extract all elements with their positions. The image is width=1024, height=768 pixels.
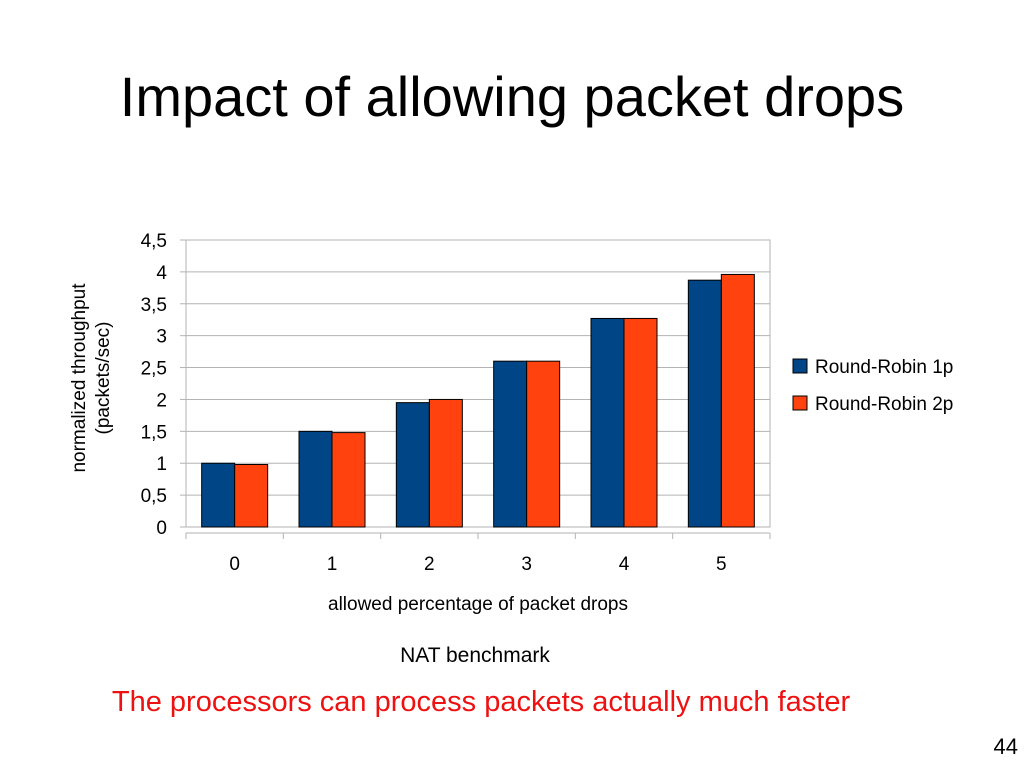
- y-tick-label: 1,5: [141, 422, 167, 443]
- y-axis-title-line: normalized throughput: [69, 283, 90, 473]
- y-tick-label: 2: [156, 390, 167, 411]
- bar-2-3: [526, 360, 561, 528]
- bar-1-4: [590, 317, 625, 528]
- plot-area-border: [185, 239, 771, 528]
- bar-1-0: [201, 462, 236, 528]
- y-tick-label: 0: [156, 518, 167, 539]
- legend-label: Round-Robin 2p: [815, 394, 953, 415]
- y-tick-label: 1: [156, 454, 167, 475]
- bar-2-4: [623, 317, 658, 528]
- x-tick-label: 0: [229, 554, 240, 575]
- y-tick-label: 0,5: [141, 486, 167, 507]
- legend-swatch: [792, 395, 808, 411]
- bar-1-3: [493, 360, 528, 528]
- bar-2-2: [428, 398, 463, 528]
- slide-note: The processors can process packets actua…: [111, 686, 851, 718]
- y-tick-label: 4,5: [141, 231, 167, 252]
- y-axis-title: normalized throughput (packets/sec): [69, 283, 114, 473]
- x-axis-title: allowed percentage of packet drops: [328, 594, 628, 615]
- axes: 0 0,5 1 1,5 2 2,5 3 3,5 4 4,5 0 1 2 3 4 5 allowed percen…: [69, 231, 771, 615]
- bar-1-5: [687, 279, 722, 528]
- y-axis-title-line: (packets/sec): [93, 322, 114, 435]
- x-tick-label: 3: [521, 554, 532, 575]
- bar-1-2: [395, 402, 430, 528]
- x-tick-label: 4: [619, 554, 630, 575]
- bar-2-0: [234, 463, 269, 528]
- gridlines: [185, 239, 771, 528]
- bar-1-1: [298, 430, 333, 528]
- bars: [201, 273, 755, 528]
- legend: Round-Robin 1p Round-Robin 2p: [792, 357, 953, 415]
- legend-swatch: [792, 358, 808, 374]
- y-tick-label: 3: [156, 327, 167, 348]
- legend-label: Round-Robin 1p: [815, 357, 953, 378]
- y-tick-label: 2,5: [141, 359, 167, 380]
- x-tick-label: 1: [327, 554, 338, 575]
- x-tick-label: 5: [716, 554, 727, 575]
- bar-2-5: [720, 273, 755, 528]
- bar-2-1: [331, 432, 366, 528]
- page-number: 44: [993, 734, 1018, 759]
- y-tick-label: 4: [156, 263, 167, 284]
- y-tick-label: 3,5: [141, 295, 167, 316]
- benchmark-label: NAT benchmark: [400, 644, 550, 667]
- slide-title: Impact of allowing packet drops: [119, 65, 905, 128]
- x-tick-label: 2: [424, 554, 435, 575]
